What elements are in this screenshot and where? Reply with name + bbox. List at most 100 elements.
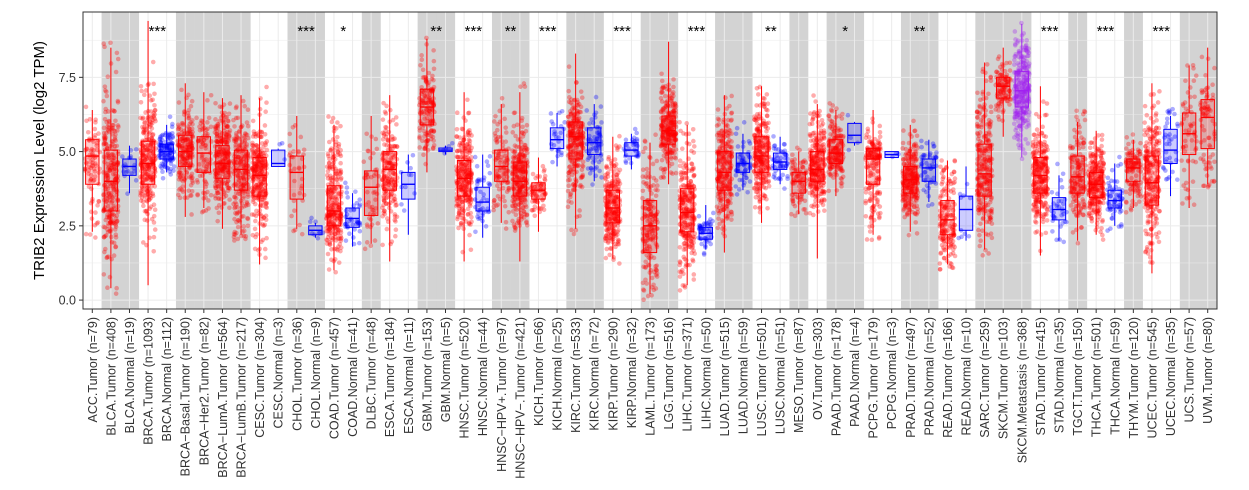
data-point	[662, 93, 668, 99]
data-point	[106, 155, 112, 161]
data-point	[372, 238, 378, 243]
data-point	[167, 114, 173, 120]
data-point	[532, 213, 538, 219]
data-point	[334, 146, 340, 151]
data-point	[263, 255, 268, 261]
data-point	[364, 131, 369, 137]
data-point	[96, 198, 101, 204]
data-point	[661, 148, 666, 153]
data-point	[587, 171, 593, 176]
data-point	[106, 122, 112, 128]
data-point	[419, 53, 424, 58]
data-point	[186, 115, 192, 120]
data-point	[141, 203, 146, 209]
data-point	[109, 127, 114, 132]
data-point	[233, 131, 239, 136]
data-point	[325, 151, 331, 157]
data-point	[113, 216, 119, 221]
data-point	[151, 113, 156, 119]
data-point	[101, 98, 106, 104]
data-point	[243, 234, 249, 239]
data-point	[623, 160, 629, 166]
data-point	[661, 175, 667, 180]
data-point	[569, 227, 574, 233]
data-point	[188, 103, 194, 109]
data-point	[152, 91, 157, 97]
data-point	[109, 198, 115, 204]
data-point	[634, 130, 640, 136]
data-point	[572, 170, 577, 175]
data-point	[337, 151, 343, 157]
data-point	[102, 135, 107, 140]
data-point	[200, 122, 206, 128]
data-point	[692, 172, 697, 178]
data-point	[109, 194, 115, 200]
data-point	[289, 213, 294, 219]
data-point	[729, 93, 734, 99]
data-point	[419, 57, 425, 63]
data-point	[716, 216, 721, 221]
data-point	[102, 133, 107, 139]
data-point	[110, 108, 116, 113]
data-point	[102, 136, 108, 142]
data-point	[476, 216, 481, 221]
data-point	[518, 84, 523, 89]
data-point	[199, 118, 204, 123]
data-point	[715, 225, 721, 231]
data-point	[101, 130, 107, 136]
data-point	[138, 84, 144, 89]
data-point	[574, 80, 579, 85]
data-point	[616, 238, 622, 243]
data-point	[533, 175, 538, 181]
data-point	[655, 183, 660, 188]
data-point	[205, 189, 210, 195]
data-point	[110, 167, 115, 172]
data-point	[259, 129, 265, 135]
data-point	[590, 182, 595, 187]
data-point	[83, 104, 89, 110]
data-point	[111, 220, 116, 225]
data-point	[654, 267, 659, 273]
data-point	[105, 127, 110, 132]
data-point	[641, 180, 646, 185]
data-point	[454, 126, 460, 132]
data-point	[92, 222, 98, 228]
data-point	[456, 225, 461, 231]
data-point	[189, 212, 194, 217]
data-point	[216, 202, 222, 208]
data-point	[669, 161, 675, 167]
data-point	[298, 134, 304, 140]
data-point	[329, 246, 334, 252]
data-point	[708, 217, 713, 222]
data-point	[90, 157, 96, 162]
data-point	[571, 231, 577, 237]
data-point	[203, 208, 209, 213]
data-point	[329, 119, 335, 125]
data-point	[659, 78, 665, 84]
data-point	[691, 277, 697, 282]
data-point	[659, 71, 664, 77]
data-point	[644, 281, 650, 286]
data-point	[520, 124, 525, 130]
data-point	[91, 139, 96, 144]
data-point	[113, 118, 118, 124]
data-point	[108, 160, 114, 166]
data-point	[236, 136, 241, 142]
data-point	[513, 155, 518, 161]
data-point	[264, 84, 269, 90]
data-point	[368, 155, 373, 161]
data-point	[227, 205, 232, 211]
data-point	[454, 134, 460, 140]
data-point	[287, 131, 293, 137]
data-point	[103, 141, 109, 147]
data-point	[103, 88, 108, 93]
data-point	[254, 232, 260, 237]
data-point	[112, 171, 118, 177]
data-point	[82, 166, 88, 172]
data-point	[382, 109, 388, 115]
data-point	[689, 161, 694, 166]
data-point	[188, 119, 194, 125]
data-point	[133, 178, 139, 183]
data-point	[492, 131, 498, 136]
data-point	[494, 140, 500, 145]
